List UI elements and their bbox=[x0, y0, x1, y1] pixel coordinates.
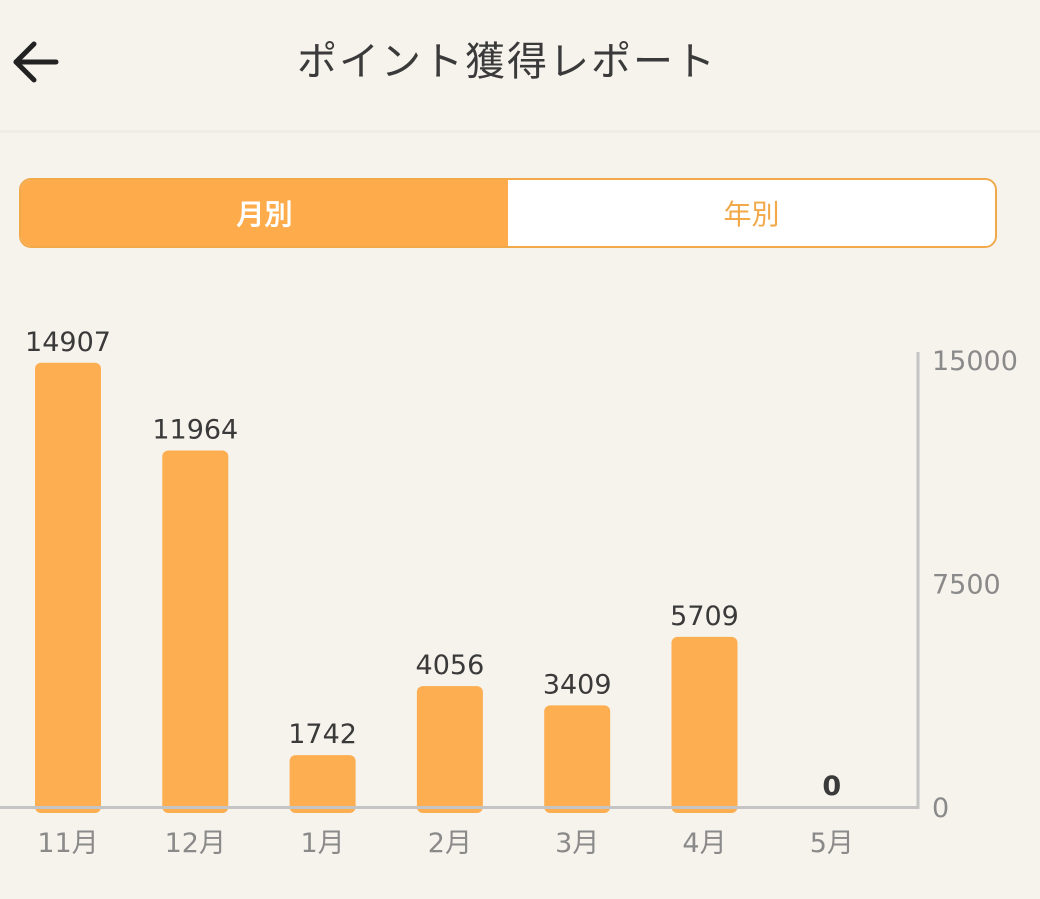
bar-value-label: 14907 bbox=[25, 327, 111, 358]
x-tick-label: 4月 bbox=[682, 828, 726, 859]
chart-bar bbox=[544, 705, 611, 813]
bar-value-label: 3409 bbox=[543, 669, 612, 700]
y-tick-label: 0 bbox=[932, 793, 949, 824]
x-tick-label: 3月 bbox=[555, 828, 599, 859]
bar-value-label: 0 bbox=[822, 771, 841, 802]
x-tick-label: 1月 bbox=[301, 828, 345, 859]
x-tick-label: 5月 bbox=[810, 828, 854, 859]
page-title: ポイント獲得レポート bbox=[297, 39, 717, 85]
arrow-left-icon bbox=[13, 41, 59, 83]
y-tick-label: 15000 bbox=[932, 346, 1018, 377]
chart-bar bbox=[671, 636, 738, 813]
period-segmented-control: 月別 年別 bbox=[19, 178, 997, 248]
bar-value-label: 11964 bbox=[152, 414, 238, 445]
chart-bar bbox=[416, 686, 483, 813]
y-tick-label: 7500 bbox=[932, 570, 1001, 601]
back-button[interactable] bbox=[8, 36, 64, 88]
bar-value-label: 1742 bbox=[288, 719, 357, 750]
x-tick-label: 2月 bbox=[428, 828, 472, 859]
chart-bar bbox=[289, 755, 356, 813]
tab-monthly[interactable]: 月別 bbox=[21, 180, 508, 246]
points-bar-chart: 14907 11月 11964 12月 1742 1月 4056 2月 3409 3月 5709 4月… bbox=[0, 327, 1018, 859]
bar-value-label: 4056 bbox=[416, 650, 485, 681]
app-header: ポイント獲得レポート bbox=[0, 0, 1040, 133]
bar-value-label: 5709 bbox=[670, 601, 739, 632]
x-tick-label: 11月 bbox=[37, 828, 98, 859]
tab-yearly[interactable]: 年別 bbox=[508, 180, 995, 246]
chart-bar bbox=[35, 362, 101, 813]
chart-bar bbox=[162, 450, 229, 813]
x-tick-label: 12月 bbox=[165, 828, 226, 859]
